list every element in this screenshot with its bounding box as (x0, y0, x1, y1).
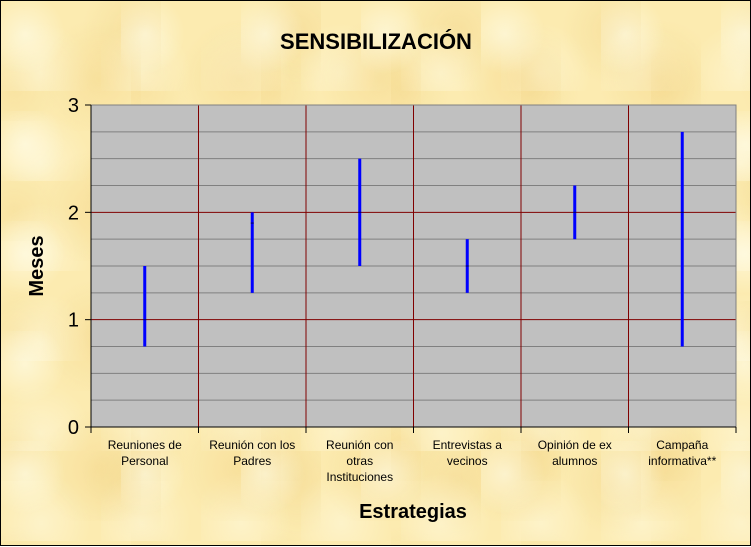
x-tick-label: Reunión con otras Instituciones (326, 438, 393, 484)
chart-title: SENSIBILIZACIÓN (280, 29, 472, 54)
x-tick-label: Opinión de ex alumnos (538, 438, 612, 468)
x-tick-label: Entrevistas a vecinos (433, 438, 503, 468)
y-tick-label: 2 (68, 202, 79, 224)
x-tick-label: Reunión con los Padres (209, 438, 295, 468)
y-tick-label: 1 (68, 310, 79, 332)
x-tick-label: Campaña informativa** (648, 438, 716, 468)
y-axis-title: Meses (26, 235, 48, 296)
plot-area: 0 1 2 3 Reuniones de Personal Reunión con los P… (68, 95, 737, 484)
y-tick-label: 0 (68, 417, 79, 439)
y-tick-label: 3 (68, 95, 79, 117)
x-axis-title: Estrategias (359, 501, 467, 523)
x-tick-label: Reuniones de Personal (108, 438, 182, 468)
